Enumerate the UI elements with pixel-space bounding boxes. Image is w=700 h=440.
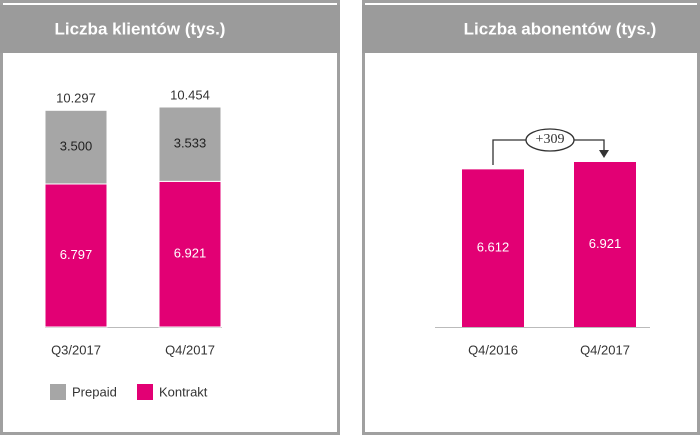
legend-swatch: [50, 384, 66, 400]
right-header: [362, 5, 700, 53]
left-panel: [0, 0, 340, 435]
annotation-arrow: [599, 150, 609, 158]
bar: [574, 162, 636, 327]
value-label: 6.797: [60, 247, 93, 262]
x-tick-label: Q4/2016: [468, 342, 518, 357]
legend-label: Kontrakt: [159, 384, 208, 399]
value-label: 6.921: [589, 236, 622, 251]
legend-swatch: [137, 384, 153, 400]
bar-segment: [44, 183, 108, 328]
value-label: 3.533: [174, 136, 207, 151]
annotation: +309: [536, 132, 565, 147]
right-panel: [362, 0, 700, 435]
bar-segment: [158, 106, 222, 182]
bar: [462, 169, 524, 327]
value-label: 6.612: [477, 240, 510, 255]
annotation-bubble: [525, 128, 575, 152]
bar-segment: [44, 109, 108, 185]
chart-title: Liczba abonentów (tys.): [464, 19, 657, 38]
x-tick-label: Q3/2017: [51, 342, 101, 357]
left-header: [0, 5, 340, 53]
bar-segment: [158, 180, 222, 328]
x-tick-label: Q4/2017: [580, 342, 630, 357]
total-label: 10.297: [56, 91, 96, 106]
legend-label: Prepaid: [72, 384, 117, 399]
value-label: 3.500: [60, 139, 93, 154]
chart-title: Liczba klientów (tys.): [55, 19, 226, 38]
value-label: 6.921: [174, 246, 207, 261]
total-label: 10.454: [170, 87, 210, 102]
x-tick-label: Q4/2017: [165, 342, 215, 357]
